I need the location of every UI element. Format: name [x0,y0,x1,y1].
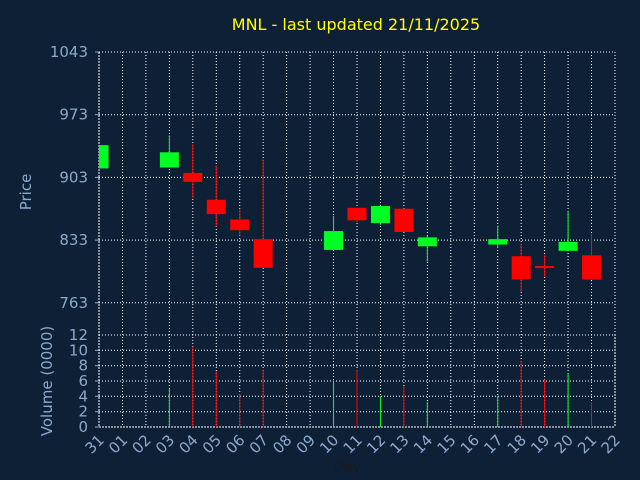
candle-body-down [253,239,273,268]
x-tick-label: 09 [293,431,319,457]
price-tick-label: 833 [59,231,88,249]
x-tick-label: 05 [199,431,225,457]
candle-body-down [511,256,531,280]
volume-top-label: 12 [69,326,88,344]
candle-body-down [394,208,414,233]
x-tick-label: 21 [574,431,600,457]
x-tick-label: 12 [363,431,389,457]
price-tick-label: 763 [59,294,88,312]
x-tick-label: 22 [598,431,624,457]
x-tick-label: 02 [129,431,155,457]
chart-title: MNL - last updated 21/11/2025 [232,15,480,34]
candle-body-up [488,239,508,245]
volume-tick-label: 8 [78,357,88,375]
x-tick-label: 16 [457,431,483,457]
volume-tick-label: 4 [78,387,88,405]
price-tick-label: 1043 [50,43,88,61]
candle-body-down [183,172,203,182]
volume-bars-layer [168,346,593,427]
candle-body-up [159,152,179,168]
x-tick-label: 03 [152,431,178,457]
x-tick-label: 17 [480,431,506,457]
x-axis-label: Day [333,459,361,475]
candle-body-down [582,255,602,280]
x-tick-label: 07 [246,431,272,457]
volume-panel-frame [98,334,616,428]
candle-body-up [324,231,344,250]
volume-tick-label: 2 [78,403,88,421]
x-tick-label: 10 [316,431,342,457]
candle-body-down [347,207,367,221]
candle-body-down [535,266,555,269]
x-tick-label: 13 [387,431,413,457]
x-tick-label: 15 [433,431,459,457]
volume-tick-label: 6 [78,372,88,390]
x-tick-label: 01 [105,431,131,457]
x-tick-label: 18 [504,431,530,457]
candle-body-down [230,219,250,231]
tick-labels-layer: 1043973903833763024681012310102030405060… [50,43,624,457]
grid-layer [95,51,616,428]
x-tick-label: 20 [551,431,577,457]
volume-tick-label: 0 [78,418,88,436]
x-tick-label: 08 [269,431,295,457]
candle-body-up [99,145,109,169]
x-tick-label: 14 [410,431,436,457]
price-tick-label: 973 [59,106,88,124]
x-tick-label: 11 [340,431,366,457]
price-tick-label: 903 [59,168,88,186]
x-tick-label: 19 [527,431,553,457]
candles-layer [99,135,602,293]
candle-body-up [558,241,578,251]
volume-axis-label: Volume (0000) [38,326,56,436]
candle-body-up [370,206,390,224]
candle-body-down [206,199,226,215]
x-tick-label: 06 [222,431,248,457]
x-tick-label: 04 [175,431,201,457]
volume-tick-label: 10 [69,341,88,359]
price-axis-label: Price [17,174,35,211]
candle-body-up [417,237,437,247]
